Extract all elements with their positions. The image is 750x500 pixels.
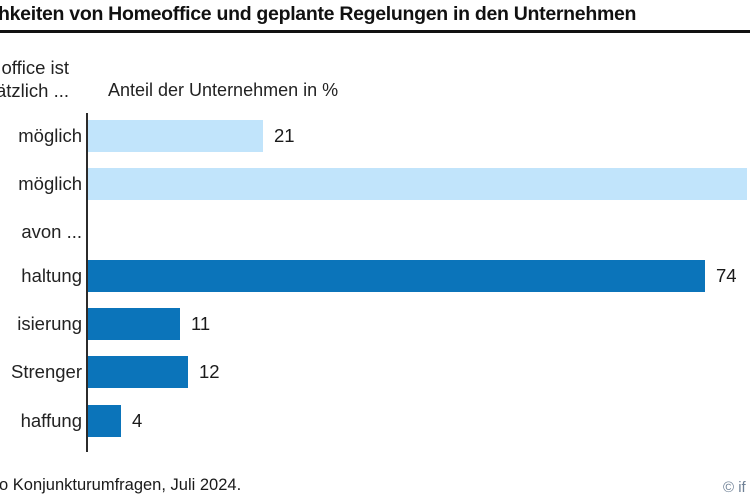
bar [88,120,263,152]
bar-value: 74 [716,265,737,286]
bar-label: möglich [18,125,82,146]
category-axis-header: office ist ätzlich ... [0,56,69,102]
bar [88,308,180,340]
bar-label: isierung [17,313,82,334]
bar-label: haffung [20,410,82,431]
bar-value: 4 [132,410,143,431]
source-note: o Konjunkturumfragen, Juli 2024. [0,476,242,494]
chart-title: hkeiten von Homeoffice und geplante Rege… [0,3,637,25]
bar [88,356,188,388]
bar-value: 11 [191,313,211,334]
bar-value: 21 [274,125,295,146]
bar-label: avon ... [21,221,82,242]
category-axis-header-line2: ätzlich ... [0,80,69,101]
bar-value: 12 [199,361,220,382]
title-rule [0,30,750,33]
bar-label: möglich [18,173,82,194]
copyright-note: © if [723,479,746,496]
bar-label: haltung [21,265,82,286]
bar-label: Strenger [11,361,82,382]
category-axis-line [86,113,88,452]
category-axis-header-line1: office ist [1,57,69,78]
bar [88,260,705,292]
bar [88,168,747,200]
bar [88,405,121,437]
value-axis-label: Anteil der Unternehmen in % [108,80,339,100]
